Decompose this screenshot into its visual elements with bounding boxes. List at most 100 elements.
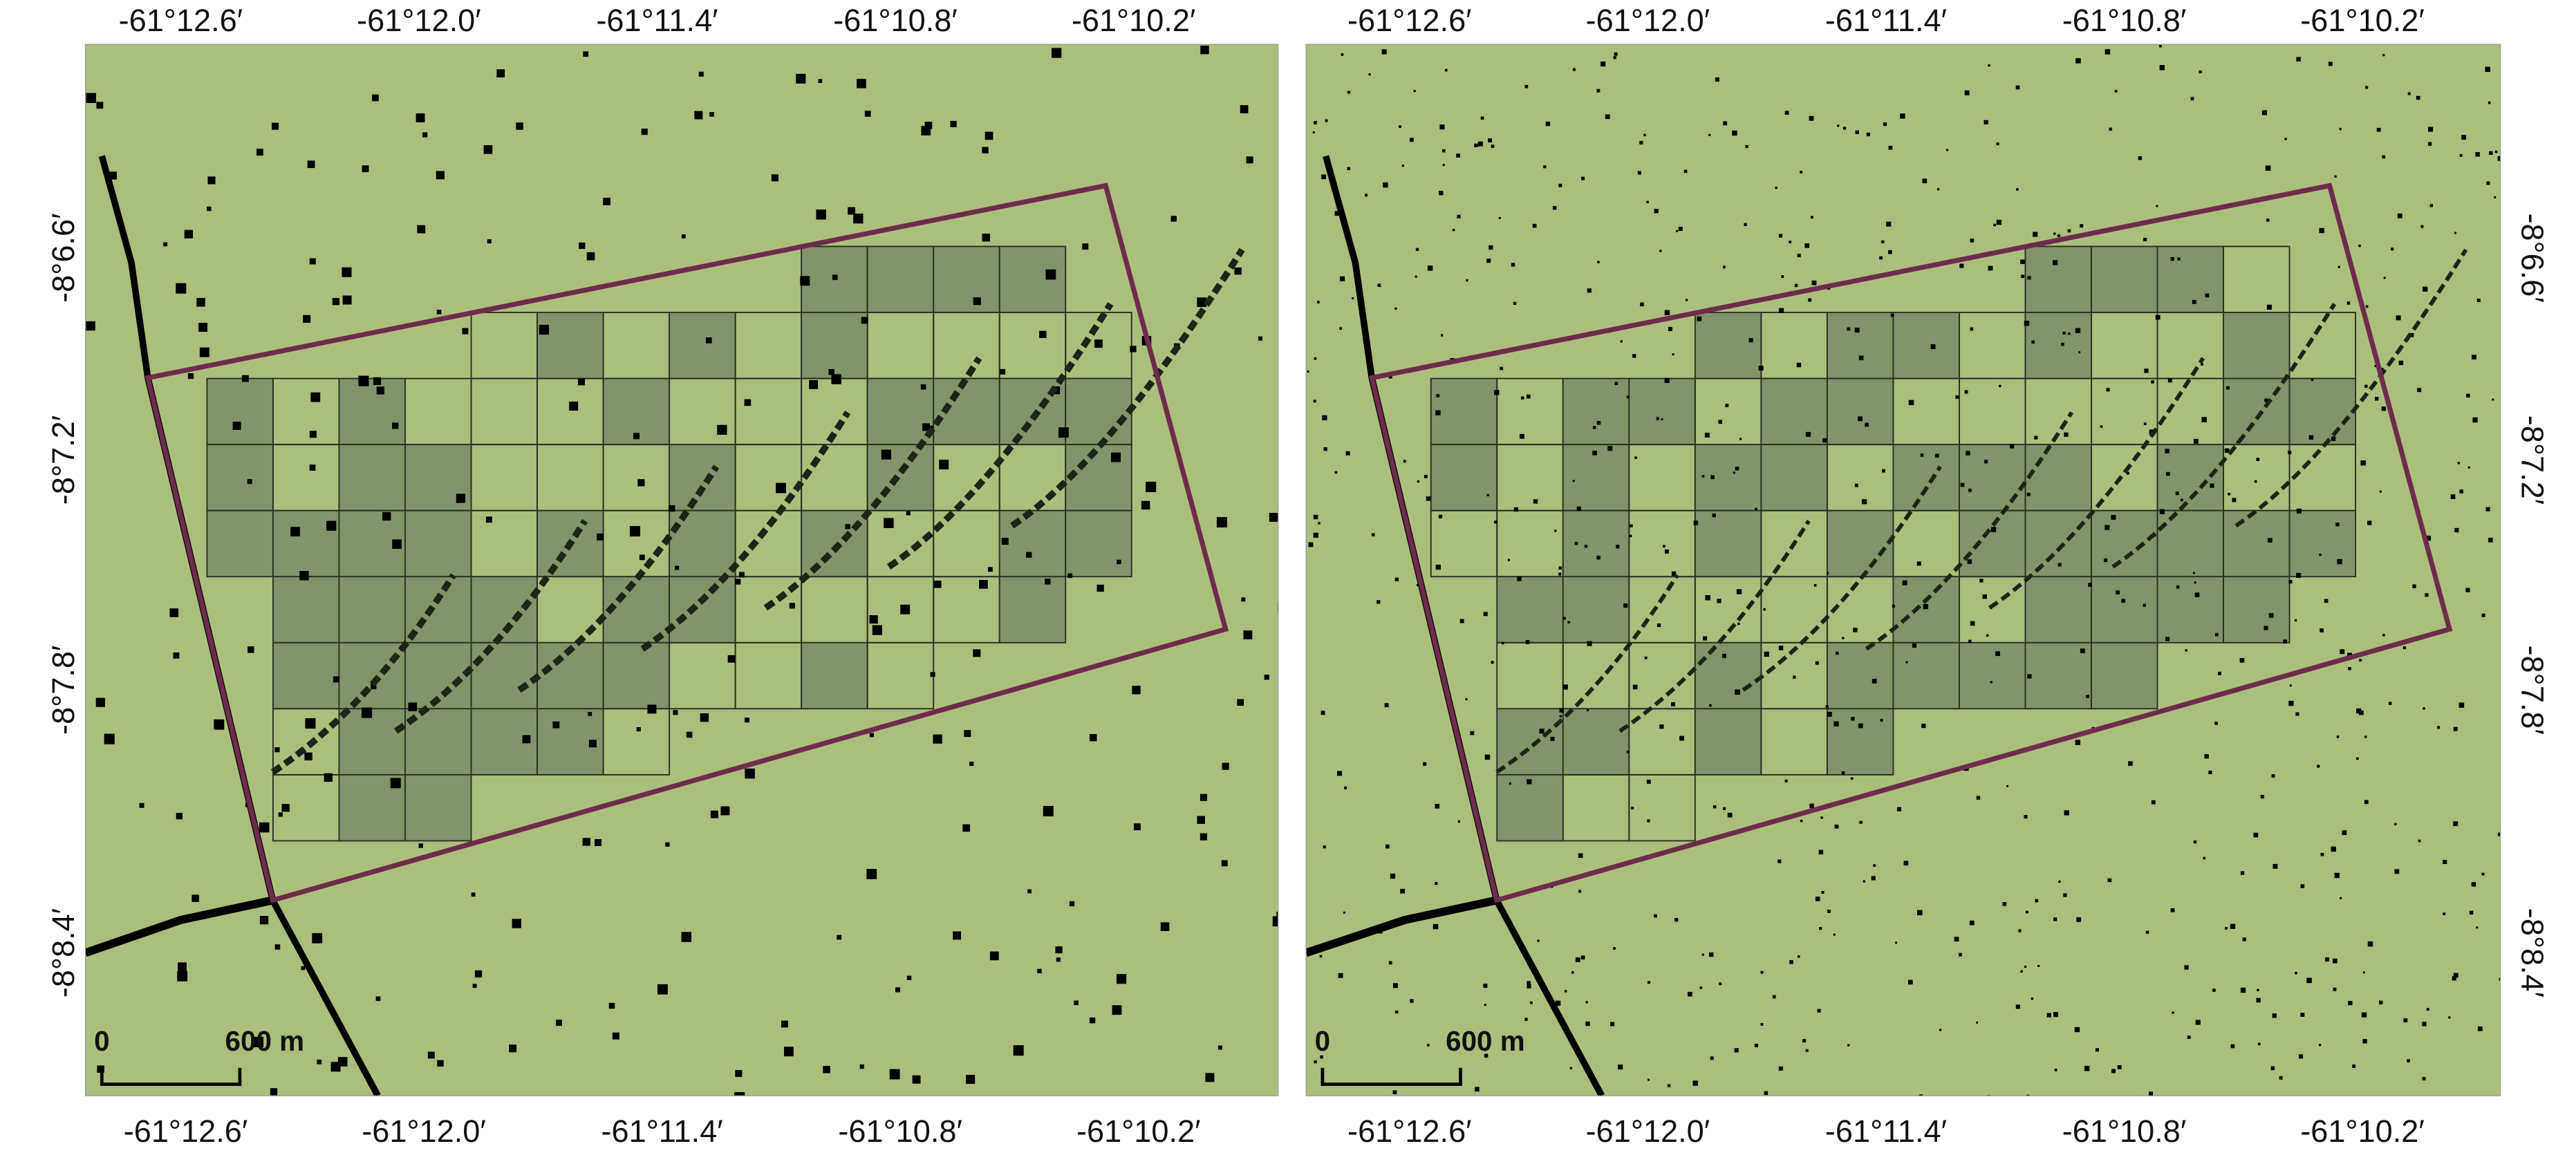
- speckle: [1613, 947, 1616, 950]
- speckle: [924, 122, 933, 129]
- speckle: [241, 375, 249, 382]
- speckle: [1585, 1021, 1590, 1026]
- speckle: [2176, 585, 2180, 589]
- speckle: [1532, 223, 1537, 228]
- speckle: [1916, 910, 1923, 916]
- speckle: [1457, 214, 1461, 218]
- speckle: [2443, 860, 2447, 865]
- speckle: [1507, 559, 1510, 561]
- speckle: [2476, 299, 2481, 303]
- speckle: [1648, 1078, 1650, 1081]
- speckle: [196, 298, 205, 307]
- speckle: [1935, 453, 1939, 458]
- speckle: [2080, 648, 2085, 653]
- speckle: [324, 773, 333, 782]
- speckle: [784, 1047, 794, 1057]
- speckle: [2217, 671, 2221, 675]
- speckle: [962, 824, 971, 832]
- speckle: [1809, 115, 1814, 121]
- grid-cell: [1826, 708, 1894, 776]
- speckle: [1390, 873, 1396, 879]
- speckle: [595, 838, 602, 847]
- speckle: [1778, 234, 1783, 238]
- speckle: [1484, 1053, 1488, 1058]
- speckle: [700, 713, 709, 722]
- speckle: [1564, 990, 1567, 993]
- speckle: [247, 479, 252, 485]
- speckle: [2148, 1091, 2153, 1096]
- speckle: [1500, 366, 1504, 370]
- study-boundary: [144, 182, 1229, 903]
- speckle: [1381, 49, 1387, 55]
- speckle: [2379, 1000, 2383, 1004]
- speckle: [1863, 880, 1865, 883]
- speckle: [2472, 355, 2476, 360]
- speckle: [1735, 467, 1739, 471]
- speckle: [2346, 301, 2351, 305]
- speckle: [1385, 844, 1390, 849]
- speckle: [2053, 232, 2056, 235]
- speckle: [2104, 525, 2110, 530]
- speckle: [1578, 853, 1583, 858]
- speckle: [2376, 127, 2381, 132]
- speckle: [1614, 382, 1618, 386]
- speckle: [698, 71, 704, 77]
- grid-cell: [2223, 576, 2290, 644]
- speckle: [2295, 971, 2297, 975]
- speckle: [1970, 238, 1975, 243]
- speckle: [2111, 1069, 2116, 1073]
- speckle: [1671, 571, 1677, 576]
- lat-label: -8°7.8′: [2515, 646, 2550, 735]
- speckle: [2172, 1011, 2174, 1014]
- speckle: [2180, 498, 2183, 502]
- speckle: [582, 838, 590, 846]
- speckle: [872, 625, 882, 635]
- speckle: [1410, 999, 1414, 1003]
- lon-label-bottom: -61°10.2′: [1076, 1114, 1201, 1149]
- scale-start: 0: [1315, 1025, 1330, 1057]
- speckle: [1984, 460, 1988, 464]
- speckle: [979, 580, 988, 589]
- speckle: [1744, 223, 1747, 227]
- speckle: [437, 1060, 444, 1067]
- speckle: [1808, 298, 1812, 302]
- speckle: [2284, 138, 2287, 140]
- speckle: [2429, 204, 2434, 207]
- speckle: [1513, 507, 1519, 512]
- speckle: [569, 402, 579, 411]
- speckle: [372, 94, 379, 102]
- speckle: [509, 1044, 517, 1053]
- speckle: [2300, 1013, 2305, 1017]
- speckle: [950, 120, 957, 128]
- speckle: [1477, 141, 1483, 147]
- speckle: [1764, 651, 1769, 657]
- speckle: [1855, 130, 1859, 134]
- speckle: [1494, 390, 1500, 395]
- speckle: [1819, 927, 1822, 930]
- speckle: [2254, 480, 2257, 483]
- speckle: [1221, 860, 1228, 867]
- speckle: [1858, 723, 1863, 729]
- scale-end: 600 m: [1446, 1025, 1525, 1057]
- speckle: [2452, 976, 2456, 981]
- speckle: [2374, 397, 2379, 401]
- speckle: [456, 494, 466, 503]
- speckle: [869, 615, 878, 624]
- speckle: [2382, 54, 2385, 57]
- speckle: [1866, 132, 1870, 137]
- speckle: [2426, 1008, 2429, 1011]
- speckle: [1976, 796, 1981, 800]
- scale-start: 0: [94, 1025, 109, 1057]
- speckle: [1494, 520, 1497, 524]
- speckle: [2481, 613, 2485, 617]
- grid-cell: [1694, 641, 1762, 710]
- speckle: [1343, 786, 1347, 789]
- speckle: [2138, 156, 2143, 160]
- speckle: [2279, 1076, 2283, 1080]
- speckle: [869, 733, 874, 738]
- grid-cell: [669, 509, 736, 578]
- speckle: [1632, 684, 1638, 690]
- speckle: [1796, 362, 1802, 368]
- speckle: [1384, 703, 1389, 708]
- speckle: [1858, 416, 1863, 422]
